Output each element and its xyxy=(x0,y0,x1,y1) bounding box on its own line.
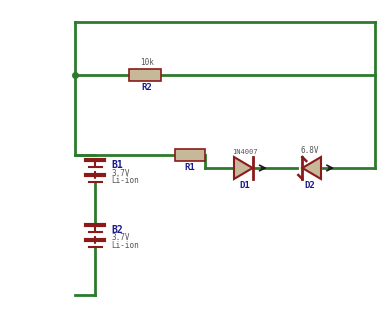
Bar xyxy=(129,69,161,81)
Text: Li-ion: Li-ion xyxy=(111,241,139,249)
Text: D2: D2 xyxy=(305,181,316,190)
Text: 10k: 10k xyxy=(140,58,154,67)
Bar xyxy=(175,149,205,161)
Text: R1: R1 xyxy=(185,163,195,172)
Text: D1: D1 xyxy=(240,181,250,190)
Text: 3.7V: 3.7V xyxy=(111,169,129,178)
Polygon shape xyxy=(234,157,253,179)
Text: 1N4007: 1N4007 xyxy=(232,149,258,155)
Text: Li-ion: Li-ion xyxy=(111,175,139,184)
Text: 3.7V: 3.7V xyxy=(111,234,129,243)
Text: R2: R2 xyxy=(142,83,152,92)
Text: B2: B2 xyxy=(111,225,123,235)
Polygon shape xyxy=(302,157,321,179)
Text: B1: B1 xyxy=(111,160,123,170)
Text: 6.8V: 6.8V xyxy=(301,146,319,155)
